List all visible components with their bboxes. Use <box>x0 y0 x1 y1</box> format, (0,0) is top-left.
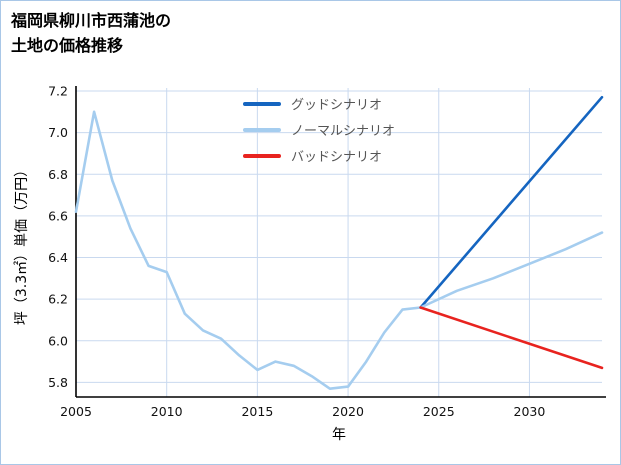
chart-title-line1: 福岡県柳川市西蒲池の <box>11 11 172 30</box>
y-tick-label: 6.0 <box>48 333 68 348</box>
y-tick-label: 7.0 <box>48 125 68 140</box>
y-tick-label: 6.2 <box>48 292 68 307</box>
y-tick-label: 6.6 <box>48 208 68 223</box>
bad-scenario-line-swatch <box>243 153 281 158</box>
x-tick-label: 2015 <box>241 404 273 419</box>
y-tick-label: 6.4 <box>48 250 68 265</box>
y-tick-label: 6.8 <box>48 167 68 182</box>
history-line <box>74 110 422 391</box>
legend-item-normal-scenario: ノーマルシナリオ <box>243 121 396 139</box>
x-tick-label: 2005 <box>60 404 92 419</box>
normal-line <box>419 231 604 309</box>
chart-title-line2: 土地の価格推移 <box>11 35 124 55</box>
bad-line <box>419 306 604 370</box>
x-tick-label: 2030 <box>514 404 546 419</box>
normal-scenario-label: ノーマルシナリオ <box>291 124 396 139</box>
legend-item-bad-scenario: バッドシナリオ <box>243 147 395 165</box>
x-axis-label: 年 <box>332 427 346 443</box>
x-tick-label: 2020 <box>332 404 364 419</box>
y-tick-label: 5.8 <box>48 375 68 390</box>
good-scenario-label: グッドシナリオ <box>291 98 383 113</box>
legend-item-good-scenario: グッドシナリオ <box>243 95 395 113</box>
bad-scenario-label: バッドシナリオ <box>291 150 383 165</box>
y-tick-label: 7.2 <box>48 84 68 99</box>
chart-title: 福岡県柳川市西蒲池の 土地の価格推移 <box>11 9 171 59</box>
y-axis-label: 坪（3.3㎡）単価（万円） <box>14 163 30 325</box>
chart-legend: グッドシナリオ ノーマルシナリオ バッドシナリオ <box>243 95 396 165</box>
good-line <box>419 95 604 309</box>
good-scenario-line-swatch <box>243 101 281 106</box>
normal-scenario-line-swatch <box>243 127 281 132</box>
x-tick-label: 2025 <box>423 404 455 419</box>
x-tick-label: 2010 <box>151 404 183 419</box>
